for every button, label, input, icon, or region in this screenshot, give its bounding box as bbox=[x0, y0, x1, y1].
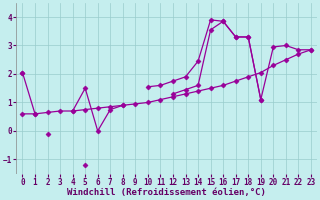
X-axis label: Windchill (Refroidissement éolien,°C): Windchill (Refroidissement éolien,°C) bbox=[67, 188, 266, 197]
